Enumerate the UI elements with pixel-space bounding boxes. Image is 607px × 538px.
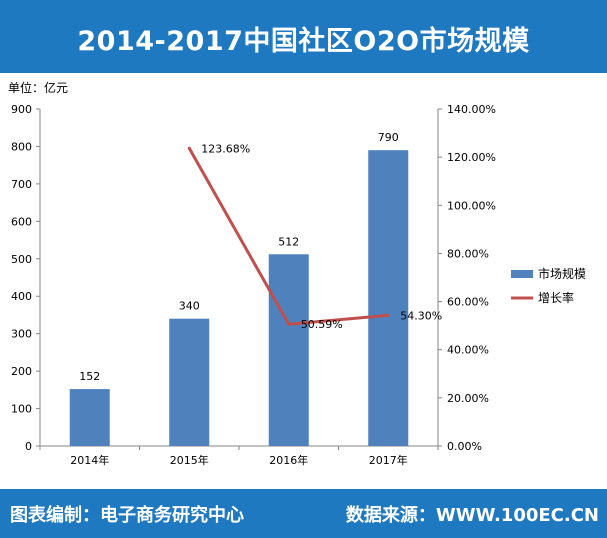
bar — [268, 254, 309, 446]
title-banner: 2014-2017中国社区O2O市场规模 — [0, 0, 607, 73]
chart: 0 100 200 300 400 500 600 700 800 900 0.00% 20.00% 4… — [11, 103, 586, 467]
y-tick-label: 900 — [11, 103, 32, 116]
line-data-label: 123.68% — [201, 142, 250, 155]
y-tick-label: 600 — [11, 215, 32, 228]
x-tick-label: 2014年 — [70, 453, 109, 467]
line-data-label: 54.30% — [400, 309, 442, 322]
legend-swatch-bar — [511, 270, 533, 278]
y-tick-label: 700 — [11, 178, 32, 191]
bar-data-label: 340 — [179, 300, 200, 313]
y2-tick-label: 40.00% — [447, 344, 489, 357]
x-tick-label: 2015年 — [170, 453, 209, 467]
x-tick-label: 2017年 — [369, 453, 408, 467]
y-tick-label: 100 — [11, 403, 32, 416]
growth-point — [386, 313, 390, 317]
legend-label-bar: 市场规模 — [538, 266, 586, 281]
bar-data-label: 512 — [278, 235, 299, 248]
y2-tick-label: 60.00% — [447, 296, 489, 309]
bar-data-label: 152 — [79, 370, 100, 383]
bar — [368, 150, 409, 446]
y-tick-label: 500 — [11, 253, 32, 266]
footer-compiler: 图表编制：电子商务研究中心 — [10, 505, 244, 526]
y-tick-label: 300 — [11, 328, 32, 341]
y2-tick-label: 100.00% — [447, 199, 496, 212]
y-tick-label: 200 — [11, 365, 32, 378]
y-tick-label: 800 — [11, 140, 32, 153]
y2-tick-label: 80.00% — [447, 247, 489, 260]
y2-tick-label: 140.00% — [447, 103, 496, 116]
y2-tick-label: 120.00% — [447, 151, 496, 164]
line-data-label: 50.59% — [301, 318, 343, 331]
bar — [169, 318, 210, 446]
y2-tick-label: 0.00% — [447, 440, 482, 453]
growth-point — [287, 322, 291, 326]
page-title: 2014-2017中国社区O2O市场规模 — [77, 26, 530, 57]
bar — [69, 389, 110, 446]
legend-label-line: 增长率 — [538, 290, 574, 305]
unit-label: 单位：亿元 — [8, 81, 69, 95]
growth-point — [187, 146, 191, 150]
bar-data-label: 790 — [378, 131, 399, 144]
x-tick-label: 2016年 — [269, 453, 308, 467]
footer-source: 数据来源：WWW.100EC.CN — [345, 505, 599, 526]
y-tick-label: 0 — [25, 440, 32, 453]
y-tick-label: 400 — [11, 290, 32, 303]
footer-banner: 图表编制：电子商务研究中心 数据来源：WWW.100EC.CN — [0, 489, 607, 538]
y2-tick-label: 20.00% — [447, 392, 489, 405]
